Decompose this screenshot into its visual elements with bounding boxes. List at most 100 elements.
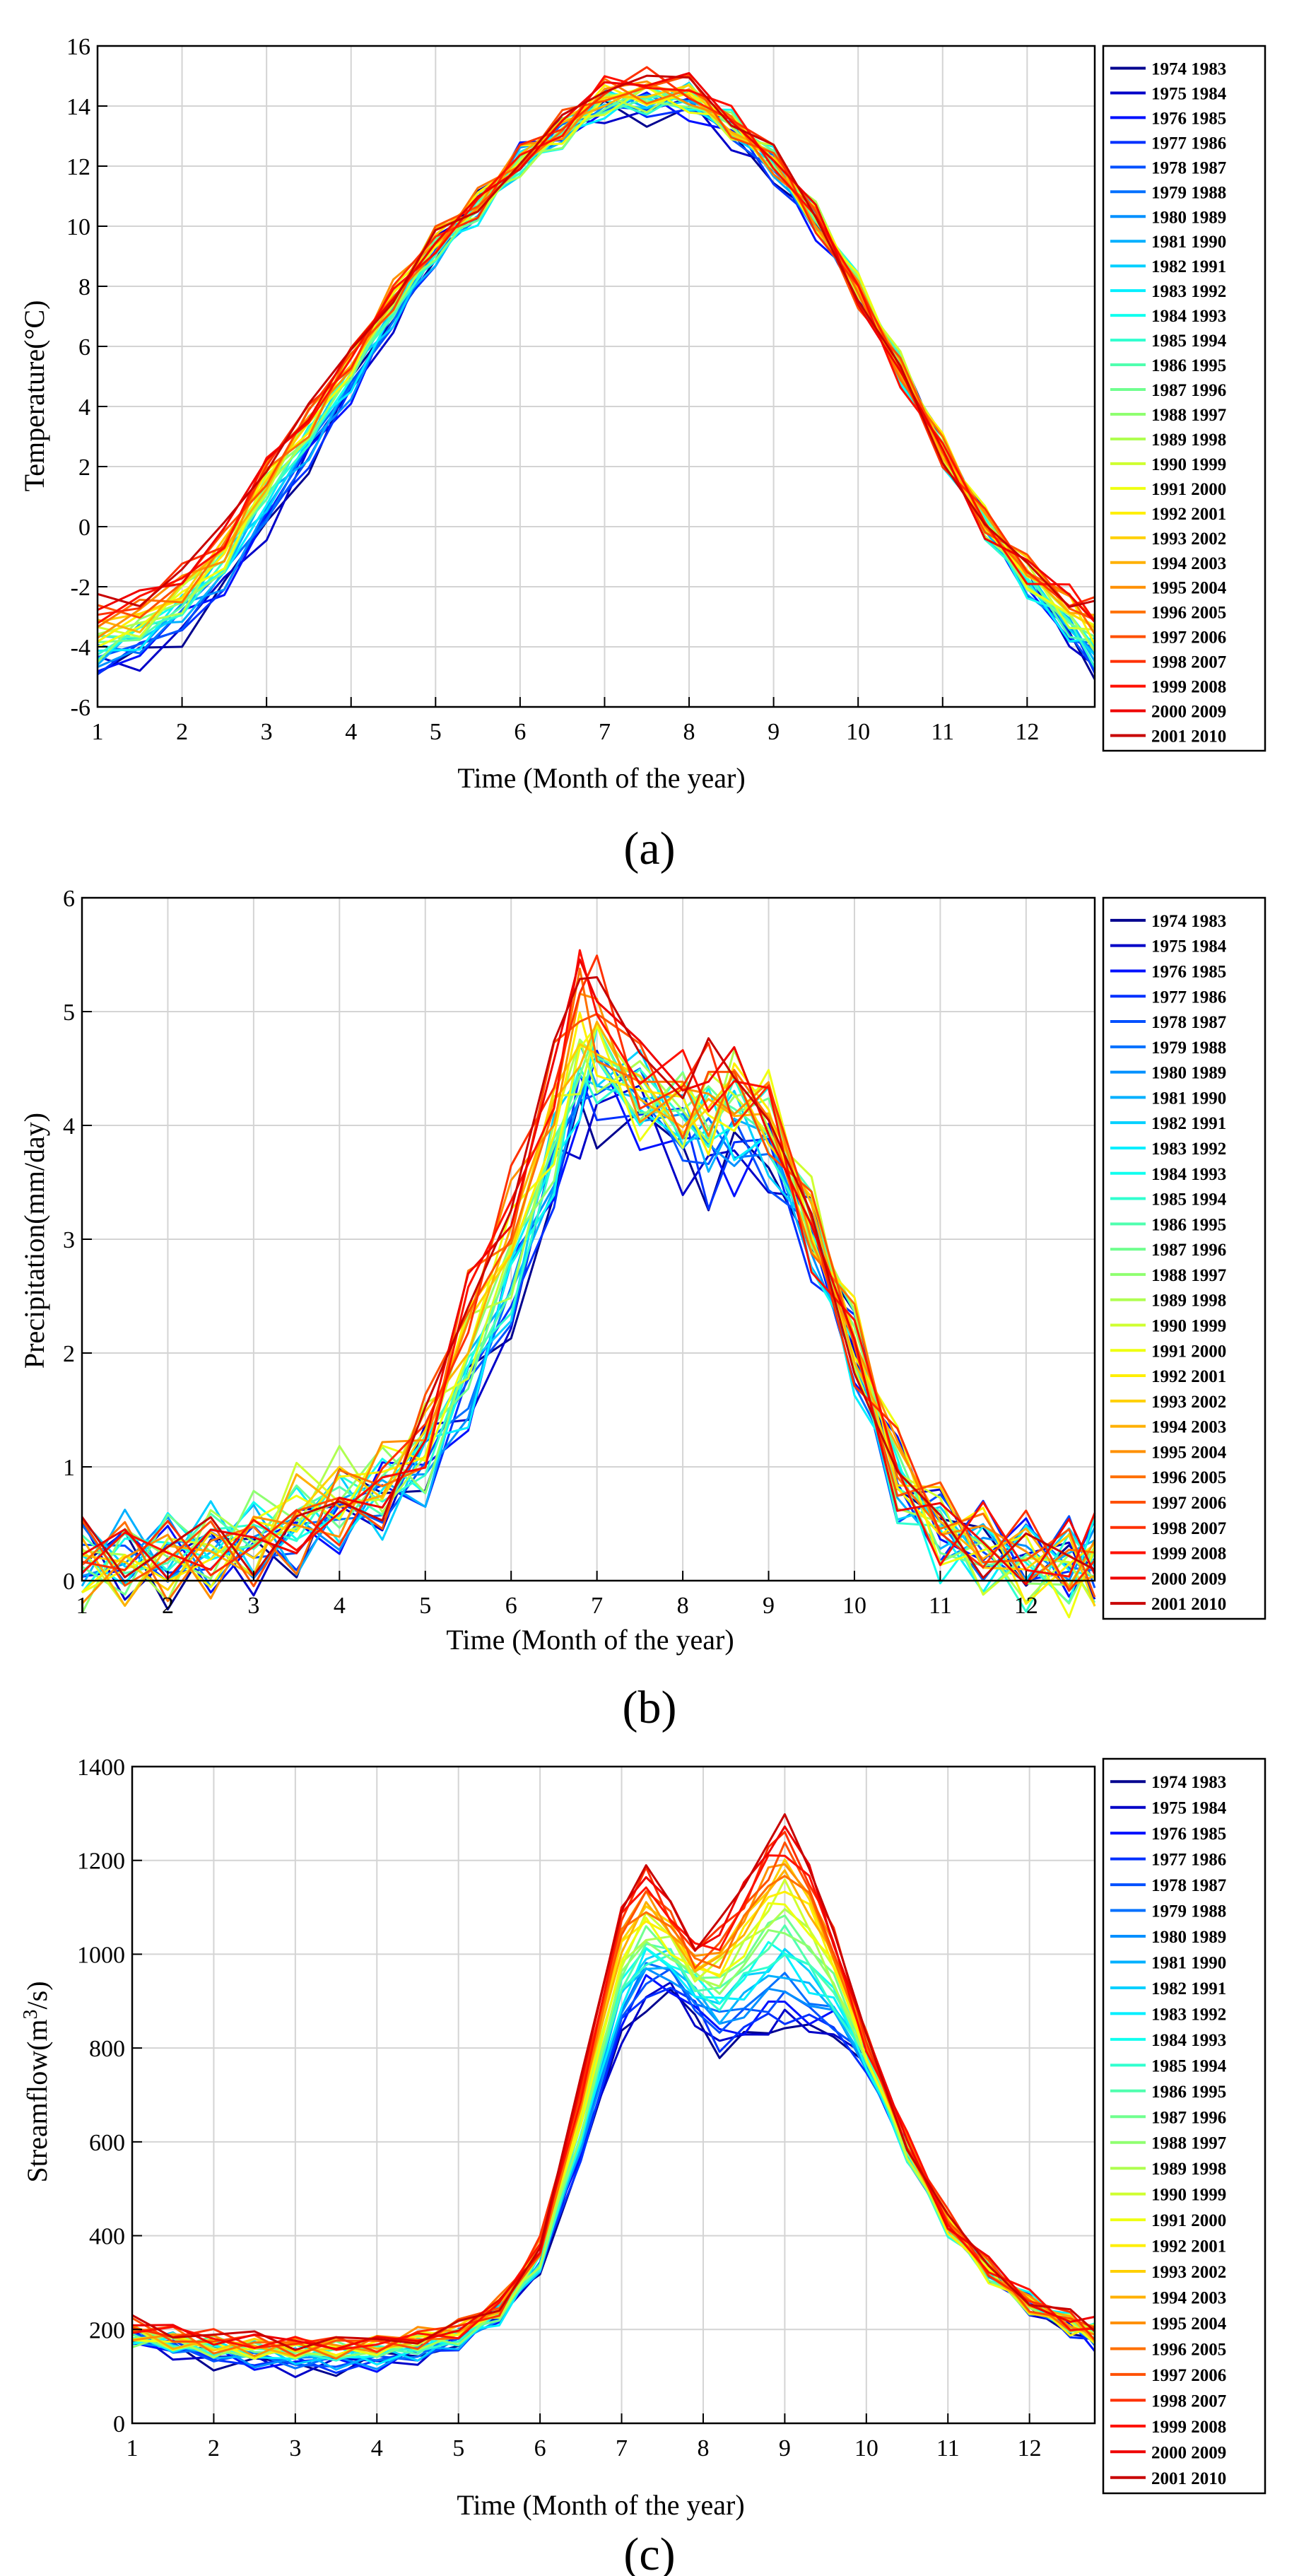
precipitation-legend-label: 1995 2004	[1151, 1443, 1227, 1462]
temperature-series-line	[97, 81, 1096, 656]
temperature-xtick-label: 3	[261, 719, 273, 745]
precipitation-xtick-label: 9	[763, 1593, 775, 1619]
streamflow-ytick-label: 1400	[77, 1755, 125, 1781]
temperature-series-line	[97, 90, 1096, 670]
precipitation-series-line	[81, 976, 1095, 1579]
streamflow-series-line	[131, 1825, 1095, 2350]
temperature-ytick-label: 6	[78, 334, 90, 361]
precipitation-ytick-label: 0	[63, 1569, 75, 1595]
streamflow-xtick-label: 9	[779, 2435, 791, 2461]
precipitation-xtick-label: 2	[162, 1593, 174, 1619]
temperature-axes-box	[96, 45, 1096, 708]
precipitation-legend-label: 1984 1993	[1151, 1165, 1226, 1184]
streamflow-ytick-label: 800	[89, 2036, 125, 2062]
temperature-xtick-label: 9	[768, 719, 780, 745]
streamflow-legend-label: 2000 2009	[1151, 2443, 1226, 2462]
temperature-legend-label: 1978 1987	[1151, 158, 1226, 177]
streamflow-series-line	[131, 1967, 1095, 2368]
streamflow-legend-label: 1992 2001	[1151, 2237, 1226, 2256]
temperature-legend-label: 1988 1997	[1151, 406, 1226, 425]
precipitation-xtick-label: 11	[929, 1593, 952, 1619]
streamflow-legend-label: 1999 2008	[1151, 2418, 1226, 2437]
streamflow-series-line	[131, 1967, 1095, 2370]
temperature-ytick-label: 8	[78, 274, 90, 300]
temperature-xtick-label: 11	[931, 719, 954, 745]
temperature-series-line	[97, 74, 1095, 621]
temperature-xtick-label: 12	[1015, 719, 1039, 745]
streamflow-series-line	[131, 1813, 1096, 2351]
streamflow-ytick-label: 1000	[77, 1942, 125, 1968]
precipitation-ytick-label: 1	[63, 1455, 75, 1481]
streamflow-legend-label: 1988 1997	[1151, 2134, 1226, 2153]
precipitation-caption: (b)	[623, 1682, 677, 1733]
precipitation-series-line	[81, 949, 1096, 1578]
temperature-ytick-label: 2	[78, 455, 90, 481]
precipitation-legend-label: 1999 2008	[1151, 1545, 1226, 1564]
streamflow-legend-label: 1995 2004	[1151, 2314, 1227, 2334]
temperature-series-line	[97, 93, 1095, 655]
streamflow-legend-box	[1102, 1757, 1266, 2495]
streamflow-legend-label: 1977 1986	[1151, 1851, 1226, 1870]
precipitation-legend-label: 1993 2002	[1151, 1393, 1226, 1412]
streamflow-legend-label: 1980 1989	[1151, 1928, 1226, 1947]
streamflow-legend-label: 1991 2000	[1151, 2211, 1226, 2230]
precipitation-xtick-label: 10	[842, 1593, 866, 1619]
precipitation-xtick-label: 7	[591, 1593, 603, 1619]
streamflow-xtick-label: 7	[616, 2435, 628, 2461]
temperature-ytick-label: -6	[71, 695, 90, 721]
precipitation-legend: 1974 1983 1975 1984 1976 1985 1977 1986 1978…	[1102, 896, 1266, 1620]
precipitation-ylabel: Precipitation(mm/day)	[18, 1113, 50, 1369]
temperature-ylabel: Temperature(°C)	[18, 300, 50, 492]
precipitation-legend-label: 1979 1988	[1151, 1038, 1226, 1058]
temperature-series-line	[97, 86, 1095, 643]
streamflow-legend-label: 1996 2005	[1151, 2340, 1226, 2359]
streamflow-xtick-label: 12	[1018, 2435, 1042, 2461]
streamflow-legend-label: 1985 1994	[1151, 2056, 1227, 2076]
temperature-ytick-label: 16	[66, 34, 90, 60]
streamflow-ylabel-end: /s)	[21, 1981, 53, 2009]
precipitation-series-line	[81, 1025, 1095, 1593]
streamflow-legend-label: 1975 1984	[1151, 1799, 1227, 1818]
streamflow-legend-label: 1997 2006	[1151, 2366, 1226, 2385]
precipitation-legend-label: 1988 1997	[1151, 1266, 1226, 1285]
streamflow-ytick-label: 600	[89, 2130, 125, 2156]
precipitation-legend-label: 2001 2010	[1151, 1595, 1226, 1614]
streamflow-series-line	[131, 1967, 1095, 2371]
precipitation-xtick-label: 8	[677, 1593, 689, 1619]
precipitation-legend-box	[1102, 896, 1266, 1620]
temperature-series-line	[97, 78, 1096, 635]
temperature-series-line	[97, 74, 1095, 608]
temperature-legend-label: 1991 2000	[1151, 480, 1226, 499]
temperature-series-line	[97, 99, 1096, 680]
streamflow-xtick-label: 10	[854, 2435, 878, 2461]
streamflow-series-line	[131, 1854, 1095, 2351]
precipitation-ytick-label: 6	[63, 886, 75, 912]
temperature-legend-label: 2001 2010	[1151, 727, 1226, 747]
streamflow-legend-label: 1983 1992	[1151, 2005, 1226, 2024]
precipitation-xtick-label: 6	[505, 1593, 517, 1619]
temperature-xlabel: Time (Month of the year)	[457, 762, 745, 794]
streamflow-legend-label: 1982 1991	[1151, 1979, 1226, 1998]
temperature-caption: (a)	[623, 823, 675, 874]
temperature-ytick-label: -4	[71, 635, 90, 661]
streamflow-legend-label: 2001 2010	[1151, 2469, 1226, 2488]
temperature-series-line	[97, 84, 1096, 645]
temperature-ytick-label: 12	[66, 154, 90, 180]
precipitation-legend-label: 1974 1983	[1151, 912, 1226, 931]
temperature-xtick-label: 8	[683, 719, 695, 745]
precipitation-xtick-label: 4	[334, 1593, 346, 1619]
precipitation-legend-label: 1998 2007	[1151, 1519, 1226, 1538]
temperature-xtick-label: 1	[92, 719, 104, 745]
temperature-legend-label: 1974 1983	[1151, 59, 1226, 78]
streamflow-xtick-label: 6	[534, 2435, 546, 2461]
temperature-series-line	[97, 72, 1096, 623]
streamflow-ytick-label: 1200	[77, 1849, 125, 1875]
temperature-ytick-label: -2	[71, 575, 90, 601]
temperature-legend-label: 1986 1995	[1151, 356, 1226, 375]
precipitation-legend-label: 1992 2001	[1151, 1367, 1226, 1386]
temperature-series-line	[97, 75, 1096, 624]
streamflow-xtick-label: 8	[697, 2435, 709, 2461]
